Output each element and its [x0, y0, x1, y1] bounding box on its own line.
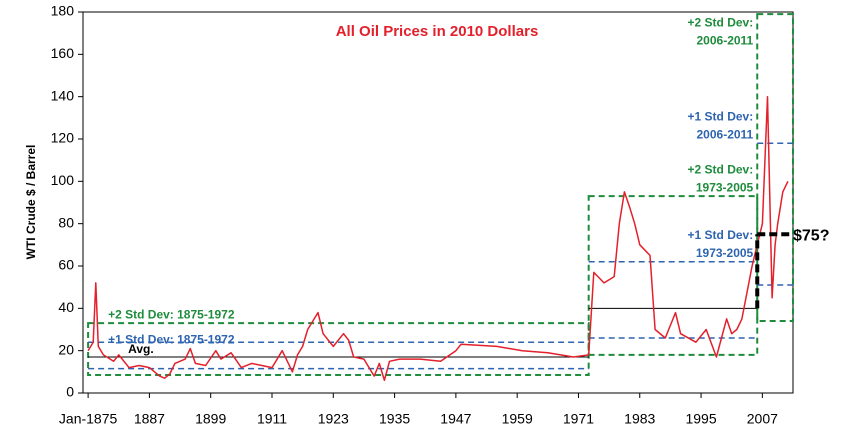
y-tick-label: 160 [51, 45, 75, 61]
y-tick-label: 0 [66, 384, 74, 400]
avg-label: Avg. [128, 342, 154, 356]
x-tick-label: 1959 [502, 411, 533, 427]
sd1-label: +1 Std Dev: 1875-1972 [108, 332, 235, 346]
projection-label: $75? [793, 227, 829, 244]
y-tick-label: 100 [51, 172, 75, 188]
price-line [87, 95, 789, 382]
sd2-label: +2 Std Dev: [688, 162, 754, 176]
y-tick-label: 120 [51, 130, 75, 146]
sd2-band [587, 195, 759, 356]
x-tick-label: 1911 [257, 411, 287, 427]
x-tick-label: 1995 [685, 411, 716, 427]
y-tick-label: 180 [51, 3, 75, 19]
x-tick-label: 1971 [563, 411, 594, 427]
sd2-label: +2 Std Dev: 1875-1972 [108, 307, 235, 321]
x-tick-label: 1947 [440, 411, 471, 427]
y-tick-label: 140 [51, 87, 75, 103]
sd1-label: 1973-2005 [696, 246, 754, 260]
sd1-label: 2006-2011 [697, 127, 754, 141]
x-tick-label: Jan-1875 [59, 411, 118, 427]
sd2-band [756, 13, 795, 323]
x-tick-label: 2007 [747, 411, 778, 427]
sd2-label: 1973-2005 [696, 180, 754, 194]
x-tick-label: 1983 [624, 411, 655, 427]
y-axis-label: WTI Crude $ / Barrel [24, 145, 38, 260]
sd1-label: +1 Std Dev: [688, 109, 754, 123]
sd2-label: +2 Std Dev: [688, 15, 754, 29]
x-tick-label: 1935 [379, 411, 410, 427]
x-tick-label: 1899 [195, 411, 226, 427]
y-tick-label: 20 [58, 341, 74, 357]
x-tick-label: 1887 [134, 411, 165, 427]
y-tick-label: 80 [58, 214, 74, 230]
y-tick-label: 40 [58, 299, 74, 315]
x-tick-label: 1923 [318, 411, 349, 427]
sd1-label: +1 Std Dev: [688, 228, 754, 242]
sd2-label: 2006-2011 [697, 33, 754, 47]
sd2-band [87, 322, 590, 377]
chart-title: All Oil Prices in 2010 Dollars [336, 23, 539, 40]
y-tick-label: 60 [58, 257, 74, 273]
